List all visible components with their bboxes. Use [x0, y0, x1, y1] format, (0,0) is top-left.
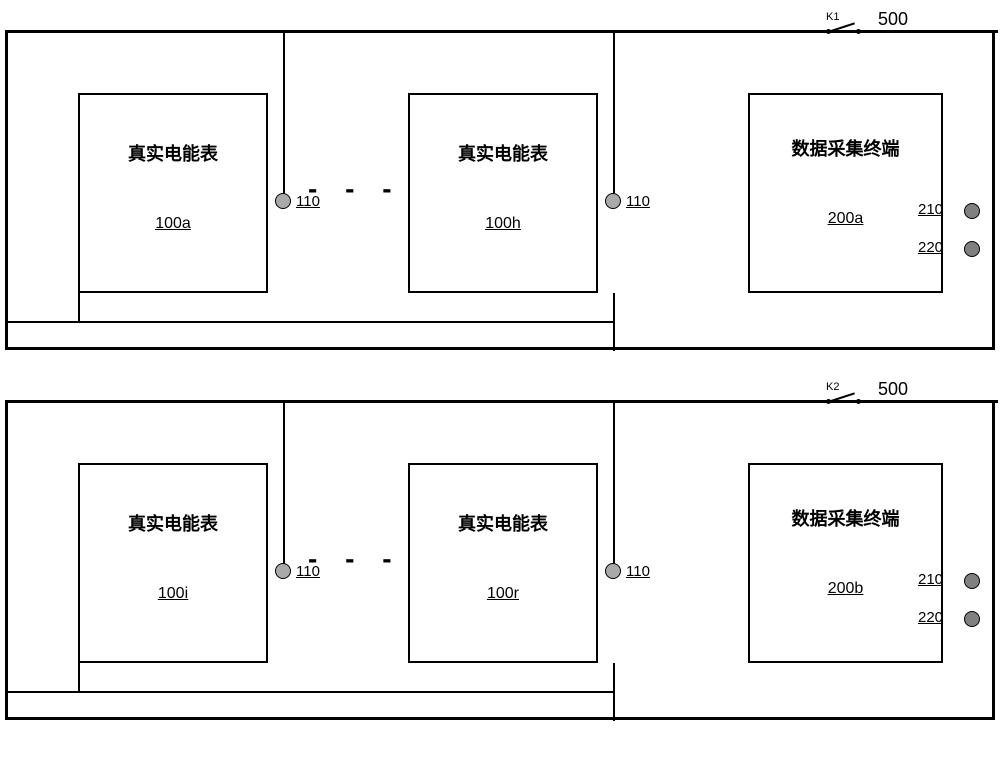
- meter-title: 真实电能表: [410, 510, 596, 536]
- switch-k2-arm: [828, 392, 855, 403]
- port-220-b: [964, 611, 980, 627]
- node-110-i: [275, 563, 291, 579]
- node-110-r: [605, 563, 621, 579]
- inner-bus-top: [8, 321, 615, 323]
- drop-100h: [613, 33, 615, 201]
- meter-id: 100i: [80, 585, 266, 603]
- terminal-title: 数据采集终端: [750, 505, 941, 531]
- meter-title: 真实电能表: [80, 510, 266, 536]
- meter-box-100i: 真实电能表 100i: [78, 463, 268, 663]
- inner-bus-bot: [8, 691, 615, 693]
- terminal-title: 数据采集终端: [750, 135, 941, 161]
- meter-box-100a: 真实电能表 100a: [78, 93, 268, 293]
- port-210-b: [964, 573, 980, 589]
- tail-100i-v: [78, 663, 80, 691]
- port-220-a: [964, 241, 980, 257]
- bus-top-right: [860, 30, 998, 33]
- ellipsis-top: - - -: [308, 173, 402, 205]
- panel-top: K1 500 真实电能表 100a 110 - - - 真实电能表 100h 1…: [5, 30, 995, 350]
- node-110-h-label: 110: [626, 193, 650, 210]
- meter-box-100h: 真实电能表 100h: [408, 93, 598, 293]
- ellipsis-bottom: - - -: [308, 543, 402, 575]
- switch-k1-500: 500: [878, 9, 908, 30]
- inner-bus-drop: [613, 293, 615, 351]
- node-110-r-label: 110: [626, 563, 650, 580]
- meter-title: 真实电能表: [80, 140, 266, 166]
- switch-k2-label: K2: [826, 381, 839, 393]
- bus-bot-right: [860, 400, 998, 403]
- drop-100r: [613, 403, 615, 571]
- port-210-b-label: 210: [918, 571, 943, 588]
- bus-top-left: [5, 30, 825, 33]
- drop-100i: [283, 403, 285, 571]
- terminal-box-200b: 数据采集终端 200b: [748, 463, 943, 663]
- panel-bottom: K2 500 真实电能表 100i 110 - - - 真实电能表 100r 1…: [5, 400, 995, 720]
- port-220-b-label: 220: [918, 609, 943, 626]
- node-110-a: [275, 193, 291, 209]
- node-110-h: [605, 193, 621, 209]
- bus-bot-left: [5, 400, 825, 403]
- inner-bus-drop-bot: [613, 663, 615, 721]
- meter-box-100r: 真实电能表 100r: [408, 463, 598, 663]
- meter-id: 100r: [410, 585, 596, 603]
- terminal-id: 200a: [750, 210, 941, 228]
- terminal-box-200a: 数据采集终端 200a: [748, 93, 943, 293]
- tail-100a-v: [78, 293, 80, 321]
- switch-k1-label: K1: [826, 11, 839, 23]
- drop-100a: [283, 33, 285, 201]
- port-210-a-label: 210: [918, 201, 943, 218]
- meter-id: 100a: [80, 215, 266, 233]
- switch-k1-arm: [828, 22, 855, 33]
- switch-k2-500: 500: [878, 379, 908, 400]
- terminal-id: 200b: [750, 580, 941, 598]
- port-220-a-label: 220: [918, 239, 943, 256]
- port-210-a: [964, 203, 980, 219]
- meter-id: 100h: [410, 215, 596, 233]
- meter-title: 真实电能表: [410, 140, 596, 166]
